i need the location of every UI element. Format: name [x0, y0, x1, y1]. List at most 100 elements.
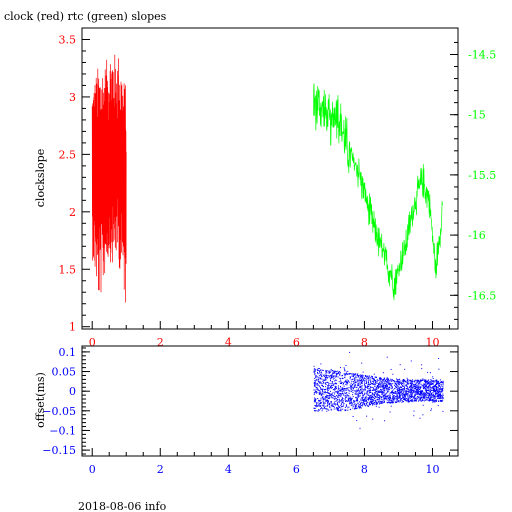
offset-point	[322, 398, 324, 400]
offset-point	[318, 369, 320, 371]
offset-point	[374, 388, 376, 390]
offset-point	[422, 392, 424, 394]
offset-point	[373, 373, 375, 375]
offset-point	[438, 395, 440, 397]
offset-point	[412, 390, 414, 391]
offset-point	[381, 382, 383, 384]
offset-point	[358, 382, 360, 384]
offset-point	[402, 380, 404, 382]
offset-point	[386, 387, 388, 389]
offset-point	[366, 386, 368, 388]
offset-point	[353, 381, 355, 383]
bottom-y-tick-label: 0	[69, 385, 76, 398]
offset-point	[418, 400, 420, 402]
offset-point	[400, 396, 402, 398]
offset-point	[442, 389, 444, 391]
offset-point	[413, 397, 415, 398]
offset-point	[373, 402, 375, 404]
offset-point	[318, 377, 320, 379]
offset-point	[431, 394, 433, 396]
offset-point	[373, 384, 375, 386]
offset-point	[346, 382, 348, 384]
offset-point	[433, 395, 435, 397]
offset-point	[407, 382, 409, 384]
offset-point	[372, 387, 374, 388]
offset-point	[366, 382, 367, 384]
offset-point	[335, 371, 337, 372]
offset-point	[371, 400, 373, 402]
offset-point	[404, 368, 406, 370]
offset-point	[371, 393, 373, 395]
offset-point	[331, 394, 333, 396]
offset-point	[350, 409, 351, 411]
offset-point	[328, 385, 330, 387]
offset-point	[394, 402, 396, 404]
offset-point	[379, 398, 381, 400]
offset-point	[315, 386, 317, 388]
offset-point	[337, 407, 339, 409]
offset-point	[373, 388, 375, 390]
offset-point	[386, 356, 388, 358]
offset-point	[315, 368, 317, 370]
offset-point	[326, 400, 328, 402]
offset-point	[338, 371, 340, 373]
offset-point	[428, 397, 429, 398]
offset-point	[340, 407, 342, 409]
offset-point	[419, 393, 421, 394]
offset-point	[438, 394, 439, 396]
offset-point	[437, 382, 438, 384]
offset-point	[373, 379, 375, 381]
offset-point	[393, 397, 395, 399]
offset-point	[394, 388, 396, 389]
offset-point	[429, 394, 431, 395]
offset-point	[372, 397, 374, 399]
offset-point	[378, 394, 380, 396]
offset-point	[420, 396, 422, 398]
offset-point	[318, 375, 320, 377]
offset-point	[392, 401, 394, 403]
offset-point	[375, 390, 377, 391]
offset-point	[388, 400, 390, 402]
offset-point	[356, 407, 358, 409]
offset-point	[356, 381, 358, 383]
offset-point	[345, 383, 347, 385]
offset-point	[380, 384, 382, 386]
offset-point	[316, 402, 318, 403]
offset-point	[326, 392, 328, 393]
offset-point	[318, 379, 320, 381]
offset-point	[360, 380, 362, 381]
offset-point	[327, 393, 329, 394]
offset-point	[406, 390, 407, 392]
offset-point	[348, 380, 349, 382]
offset-point	[398, 384, 400, 386]
offset-point	[385, 397, 387, 399]
offset-point	[433, 393, 435, 395]
offset-point	[414, 386, 416, 388]
offset-point	[404, 395, 405, 397]
offset-point	[363, 394, 365, 396]
offset-point	[322, 396, 323, 398]
offset-point	[369, 386, 371, 388]
offset-point	[398, 397, 400, 399]
offset-point	[361, 377, 363, 379]
offset-point	[344, 381, 346, 382]
offset-point	[362, 378, 364, 380]
offset-point	[357, 392, 359, 394]
offset-point	[382, 379, 384, 381]
offset-point	[359, 385, 361, 387]
offset-point	[340, 382, 341, 384]
offset-point	[400, 390, 402, 392]
offset-point	[372, 402, 374, 404]
offset-point	[362, 399, 364, 401]
offset-point	[406, 391, 408, 393]
offset-point	[322, 385, 323, 386]
offset-point	[377, 392, 379, 394]
offset-point	[384, 390, 386, 392]
top-y-axis-label: clockslope	[34, 149, 47, 207]
offset-point	[376, 386, 378, 388]
offset-point	[314, 410, 316, 412]
offset-point	[427, 387, 429, 389]
offset-point	[321, 378, 323, 380]
offset-point	[318, 401, 320, 403]
offset-point	[411, 393, 413, 395]
